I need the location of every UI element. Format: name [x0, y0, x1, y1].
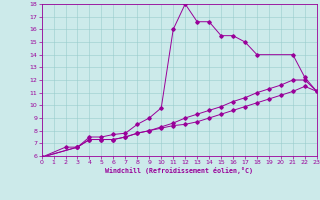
X-axis label: Windchill (Refroidissement éolien,°C): Windchill (Refroidissement éolien,°C)	[105, 167, 253, 174]
